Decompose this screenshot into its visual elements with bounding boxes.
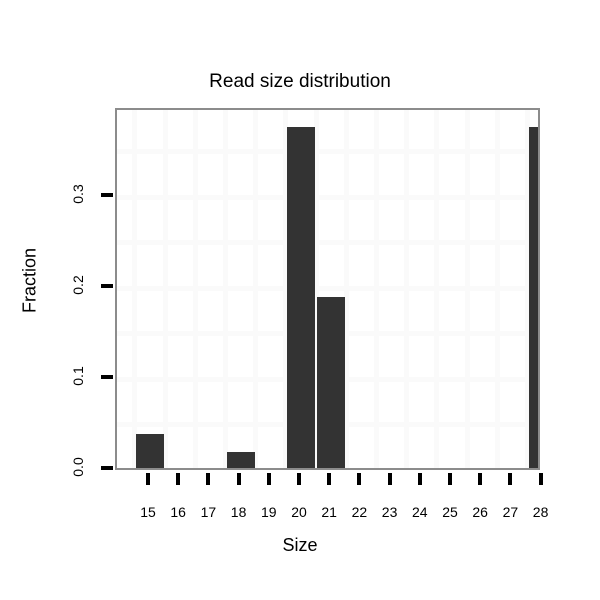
x-tick: [266, 473, 271, 485]
x-tick-label: 21: [321, 504, 337, 520]
x-tick: [357, 473, 362, 485]
x-tick: [387, 473, 392, 485]
x-tick-label: 25: [442, 504, 458, 520]
x-tick: [327, 473, 332, 485]
y-tick: [101, 284, 113, 288]
x-tick-label: 15: [140, 504, 156, 520]
plot-panel: [115, 108, 540, 470]
x-tick: [297, 473, 301, 485]
bar: [287, 126, 315, 468]
x-tick-label: 26: [472, 504, 488, 520]
y-axis-label: Fraction: [19, 247, 40, 314]
gridline: [117, 285, 538, 291]
x-tick: [206, 473, 211, 485]
bar: [136, 433, 164, 468]
x-tick-label: 24: [412, 504, 428, 520]
y-tick-label: 0.0: [70, 457, 86, 477]
gridline: [117, 149, 538, 154]
bar: [226, 451, 255, 468]
y-tick: [101, 375, 113, 379]
y-tick: [101, 193, 113, 197]
x-tick-label: 20: [291, 504, 307, 520]
bar: [528, 126, 538, 468]
x-tick-label: 18: [230, 504, 247, 520]
x-tick-label: 28: [532, 504, 549, 520]
x-tick: [508, 473, 513, 485]
x-tick-label: 19: [261, 504, 277, 520]
x-tick: [538, 473, 543, 485]
x-tick: [146, 473, 150, 485]
y-tick: [101, 466, 113, 470]
y-tick-label: 0.1: [70, 366, 86, 386]
x-tick: [176, 473, 181, 485]
gridline: [117, 240, 538, 245]
x-axis-label: Size: [282, 535, 318, 555]
x-tick-label: 17: [200, 504, 217, 520]
x-tick: [448, 473, 452, 485]
x-tick: [236, 473, 241, 485]
x-tick-label: 27: [502, 504, 519, 520]
y-tick-label: 0.3: [70, 184, 86, 204]
gridline: [117, 194, 538, 200]
chart-title: Read size distribution: [209, 71, 391, 92]
x-tick: [417, 473, 422, 485]
x-tick-label: 16: [170, 504, 186, 520]
x-tick: [478, 473, 483, 485]
x-tick-label: 22: [351, 504, 368, 520]
bar: [317, 297, 346, 468]
x-tick-label: 23: [381, 504, 398, 520]
y-tick-label: 0.2: [70, 275, 86, 295]
